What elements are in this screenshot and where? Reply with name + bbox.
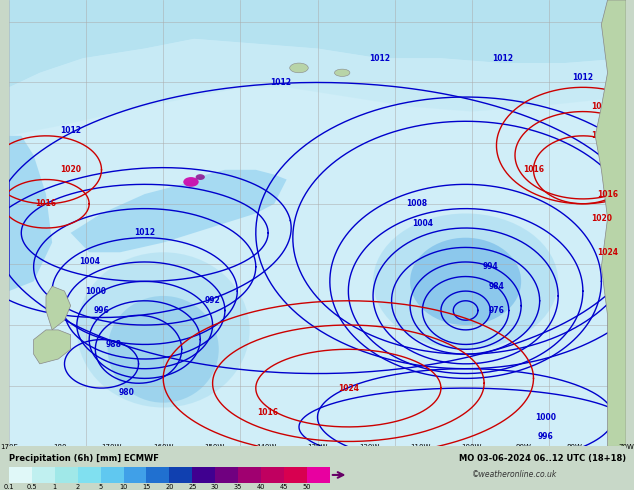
Bar <box>284 467 307 483</box>
Text: 1020: 1020 <box>60 165 81 174</box>
Text: 1012: 1012 <box>270 78 291 87</box>
Text: 1024: 1024 <box>597 248 618 257</box>
Ellipse shape <box>290 63 308 73</box>
Text: 40: 40 <box>257 484 265 490</box>
Bar <box>32 467 55 483</box>
Bar <box>9 467 32 483</box>
Bar <box>124 467 146 483</box>
Text: 5: 5 <box>98 484 103 490</box>
Text: 15: 15 <box>142 484 151 490</box>
Ellipse shape <box>410 238 521 325</box>
Text: 1016: 1016 <box>257 408 278 417</box>
Text: 0.1: 0.1 <box>4 484 14 490</box>
Bar <box>192 467 215 483</box>
Text: 1016: 1016 <box>36 199 56 208</box>
Text: 980: 980 <box>119 389 134 397</box>
Ellipse shape <box>335 69 350 76</box>
Ellipse shape <box>196 174 205 180</box>
Polygon shape <box>595 0 626 446</box>
Text: ©weatheronline.co.uk: ©weatheronline.co.uk <box>472 470 557 479</box>
Text: 35: 35 <box>234 484 242 490</box>
Ellipse shape <box>108 296 219 403</box>
Text: 50: 50 <box>302 484 311 490</box>
Bar <box>9 446 626 485</box>
Text: 1024: 1024 <box>338 384 359 392</box>
Text: 1020: 1020 <box>591 131 612 140</box>
Text: 30: 30 <box>211 484 219 490</box>
Bar <box>169 467 192 483</box>
Bar <box>78 467 101 483</box>
Text: 120W: 120W <box>359 444 379 450</box>
Text: 90W: 90W <box>515 444 531 450</box>
Text: 1012: 1012 <box>369 54 390 63</box>
Text: 992: 992 <box>205 296 221 305</box>
Text: 10: 10 <box>119 484 127 490</box>
Text: 1008: 1008 <box>406 199 427 208</box>
Text: 1020: 1020 <box>591 214 612 223</box>
Polygon shape <box>70 170 287 252</box>
Text: MO 03-06-2024 06..12 UTC (18+18): MO 03-06-2024 06..12 UTC (18+18) <box>459 454 626 463</box>
Text: 80W: 80W <box>567 444 583 450</box>
Text: 1004: 1004 <box>412 219 433 228</box>
Text: 0.5: 0.5 <box>27 484 37 490</box>
Text: 1: 1 <box>53 484 57 490</box>
Text: 1012: 1012 <box>134 228 155 237</box>
Polygon shape <box>46 286 70 330</box>
Text: Precipitation (6h) [mm] ECMWF: Precipitation (6h) [mm] ECMWF <box>9 454 158 463</box>
Text: 110W: 110W <box>410 444 430 450</box>
Text: 170E: 170E <box>0 444 18 450</box>
Text: 1016: 1016 <box>597 190 618 198</box>
Text: 45: 45 <box>280 484 288 490</box>
Bar <box>261 467 284 483</box>
Text: 988: 988 <box>106 340 122 349</box>
Bar <box>101 467 124 483</box>
Text: 160W: 160W <box>153 444 174 450</box>
Ellipse shape <box>183 177 198 187</box>
Text: 140W: 140W <box>256 444 276 450</box>
Text: 1012: 1012 <box>60 126 81 136</box>
Text: 1012: 1012 <box>492 54 513 63</box>
Text: 994: 994 <box>482 262 498 271</box>
Ellipse shape <box>77 252 250 408</box>
Bar <box>238 467 261 483</box>
Text: 1000: 1000 <box>535 413 557 422</box>
Text: 996: 996 <box>94 306 110 315</box>
Text: 996: 996 <box>538 432 553 441</box>
Bar <box>307 467 330 483</box>
Text: 70W: 70W <box>618 444 634 450</box>
Bar <box>146 467 169 483</box>
Text: 130W: 130W <box>307 444 328 450</box>
Text: 2: 2 <box>75 484 80 490</box>
Bar <box>55 467 78 483</box>
Text: 150W: 150W <box>205 444 225 450</box>
Ellipse shape <box>373 214 558 349</box>
Text: 170W: 170W <box>101 444 122 450</box>
Polygon shape <box>9 136 52 291</box>
Bar <box>215 467 238 483</box>
Polygon shape <box>9 39 626 136</box>
Polygon shape <box>34 330 70 364</box>
Text: 25: 25 <box>188 484 197 490</box>
Text: 984: 984 <box>489 282 505 291</box>
Text: 1016: 1016 <box>523 165 544 174</box>
Text: 976: 976 <box>489 306 505 315</box>
Polygon shape <box>9 0 626 87</box>
Text: 1024: 1024 <box>591 102 612 111</box>
Text: 1012: 1012 <box>573 73 593 82</box>
Text: 20: 20 <box>165 484 174 490</box>
Text: 180: 180 <box>54 444 67 450</box>
Text: 1004: 1004 <box>79 257 100 267</box>
Text: 100W: 100W <box>462 444 482 450</box>
Text: 1000: 1000 <box>85 287 106 295</box>
